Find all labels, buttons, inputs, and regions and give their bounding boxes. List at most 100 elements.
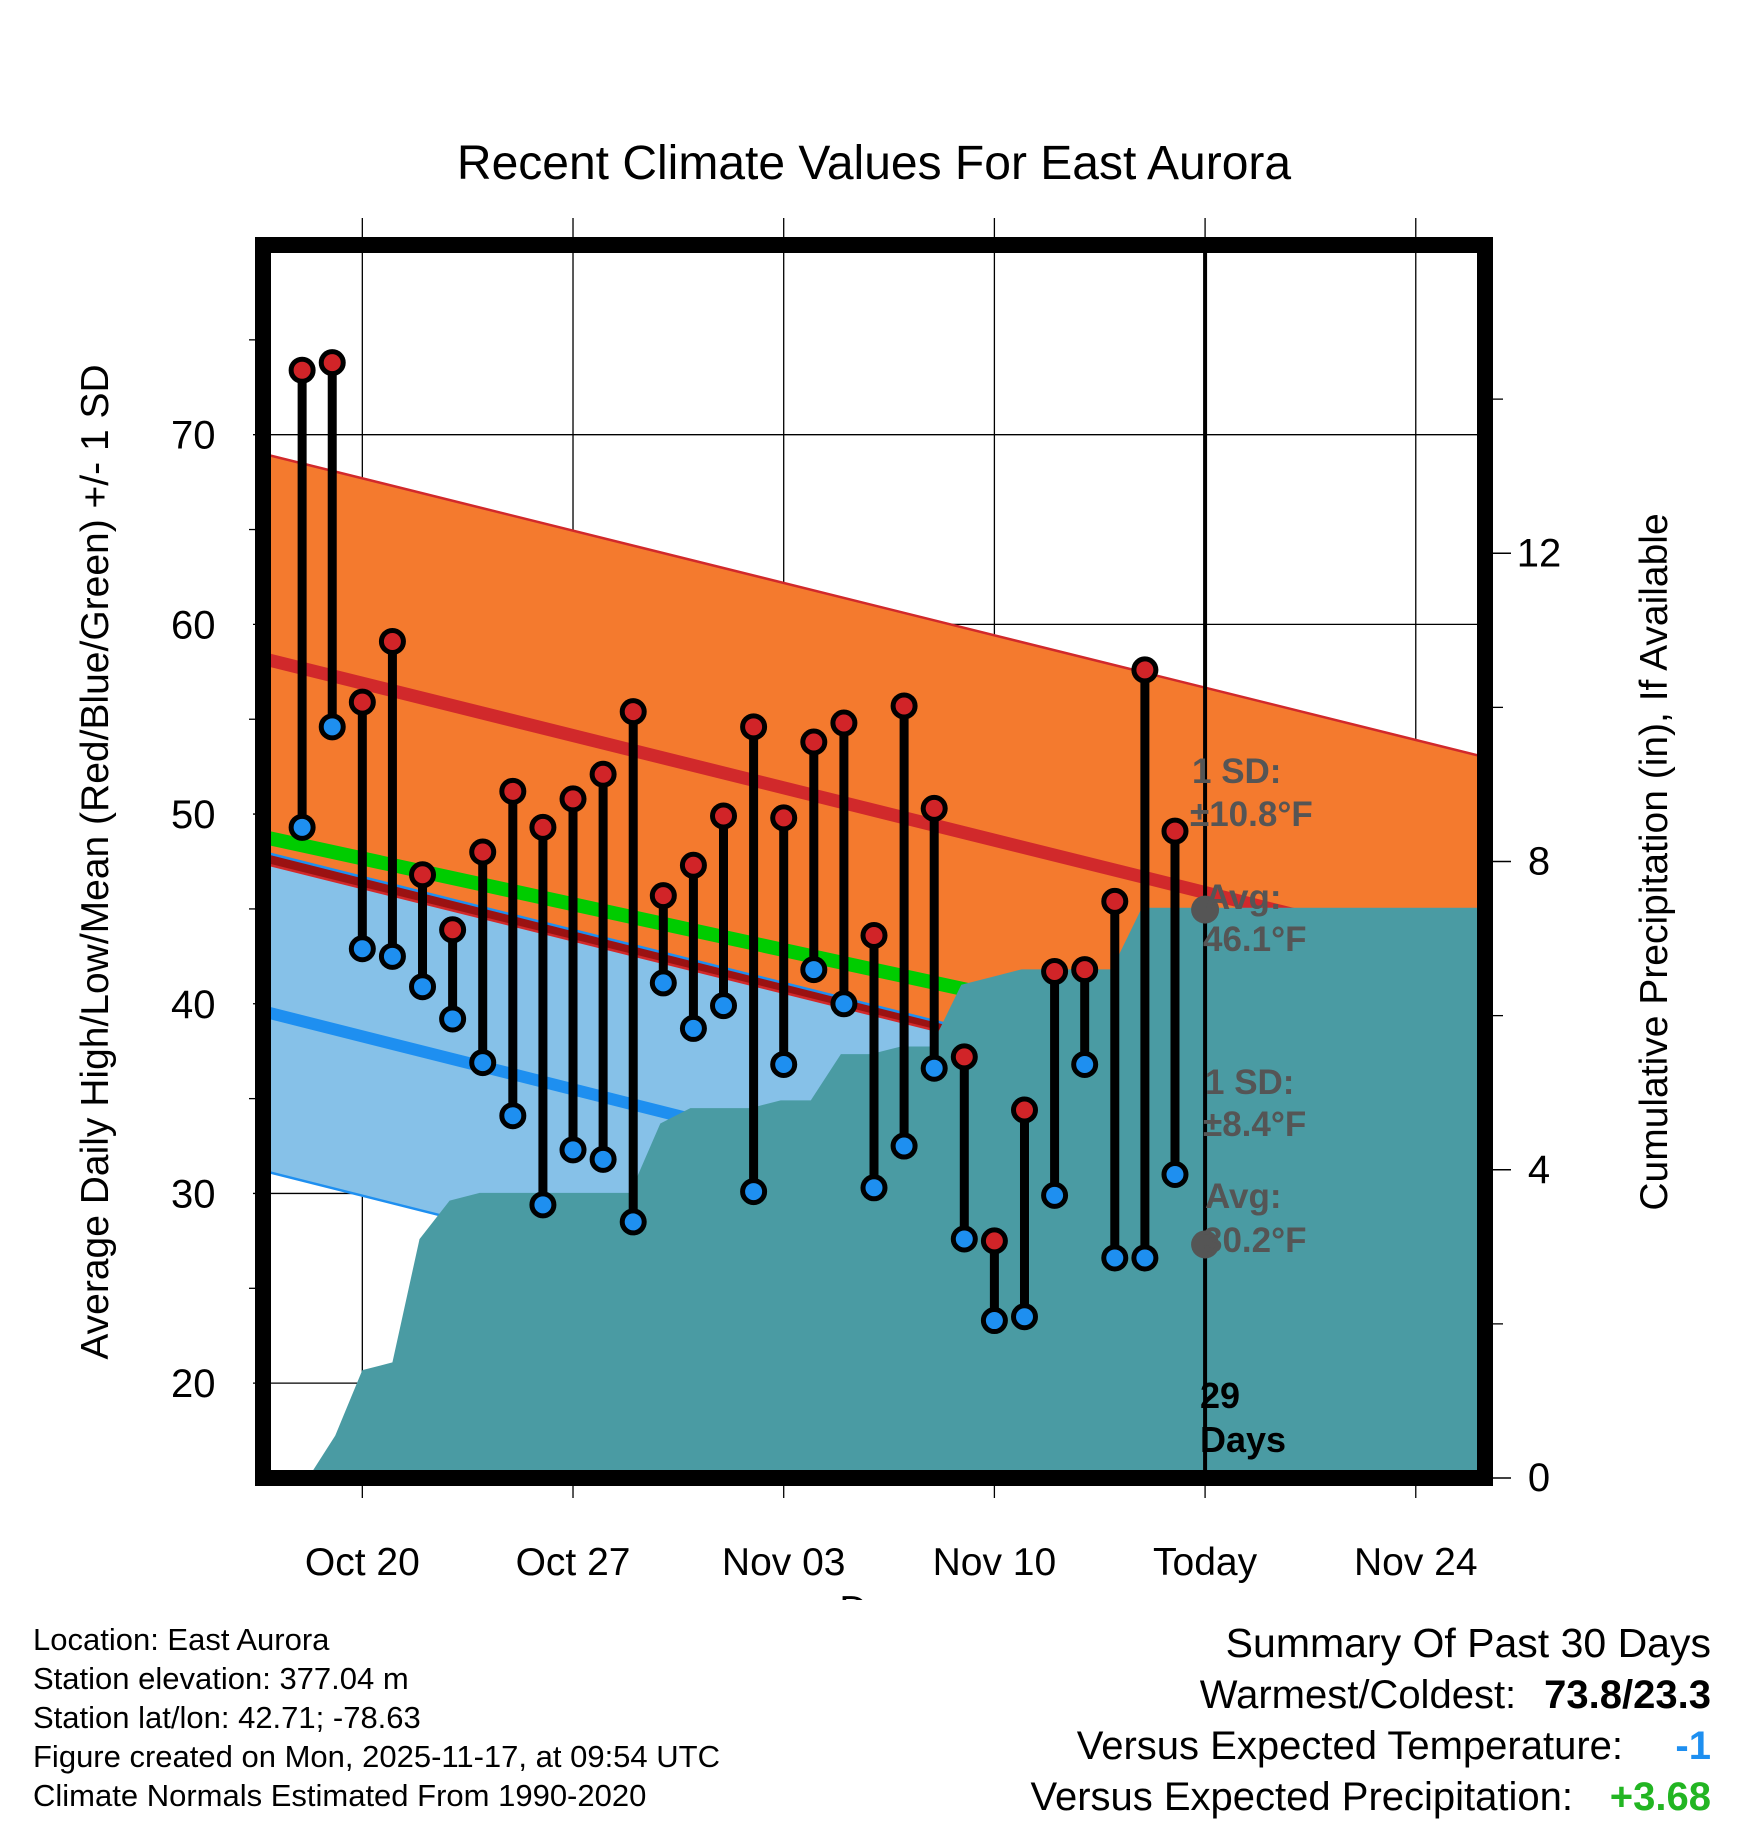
left-tick-label: 50 <box>171 793 216 837</box>
daily-low-point <box>469 1049 497 1077</box>
climate-chart: Recent Climate Values For East Aurora 1 … <box>74 137 1676 1600</box>
warmest-label: Warmest/Coldest: <box>1199 1673 1517 1717</box>
daily-high-point <box>830 709 858 737</box>
high-avg-label: Avg: <box>1205 878 1281 917</box>
plot-frame <box>255 237 1493 1486</box>
daily-low-point <box>589 1145 617 1173</box>
daily-low-point <box>529 1191 557 1219</box>
precip-value: +3.68 <box>1609 1775 1711 1819</box>
daily-low-point <box>679 1014 707 1042</box>
low-avg-value: 30.2°F <box>1203 1221 1307 1260</box>
summary-precip-row: Versus Expected Precipitation: +3.68 <box>1030 1772 1711 1823</box>
precip-label: Versus Expected Precipitation: <box>1030 1775 1573 1819</box>
x-tick-label: Oct 27 <box>516 1541 631 1584</box>
daily-low-point <box>409 973 437 1001</box>
daily-high-point <box>288 356 316 384</box>
daily-high-point <box>890 692 918 720</box>
daily-high-point <box>980 1227 1008 1255</box>
x-tick-label: Nov 03 <box>722 1541 846 1584</box>
right-tick-label: 8 <box>1528 840 1550 884</box>
daily-low-point <box>740 1178 768 1206</box>
precip-area <box>308 907 1485 1478</box>
latlon-text: Station lat/lon: 42.71; -78.63 <box>33 1700 421 1735</box>
summary-temp-row: Versus Expected Temperature: -1 <box>1030 1721 1711 1772</box>
daily-high-point <box>409 861 437 889</box>
daily-high-point <box>649 882 677 910</box>
elevation-text: Station elevation: 377.04 m <box>33 1661 409 1696</box>
daily-high-point <box>1131 656 1159 684</box>
daily-high-point <box>378 627 406 655</box>
created-text: Figure created on Mon, 2025-11-17, at 09… <box>33 1739 720 1774</box>
location-text: Location: East Aurora <box>33 1622 330 1657</box>
daily-high-point <box>348 688 376 716</box>
days-word: Days <box>1200 1419 1286 1460</box>
daily-high-point <box>589 760 617 788</box>
daily-high-point <box>710 802 738 830</box>
right-tick-label: 4 <box>1528 1148 1550 1192</box>
x-axis-label: Day <box>839 1589 909 1600</box>
daily-low-point <box>619 1208 647 1236</box>
high-avg-value: 46.1°F <box>1203 920 1307 959</box>
summary-panel: Summary Of Past 30 Days Warmest/Coldest:… <box>1030 1618 1711 1823</box>
left-tick-label: 60 <box>171 603 216 647</box>
daily-low-point <box>1071 1050 1099 1078</box>
daily-low-point <box>559 1136 587 1164</box>
left-tick-label: 20 <box>171 1362 216 1406</box>
daily-high-point <box>559 785 587 813</box>
warmest-value: 73.8/23.3 <box>1544 1673 1711 1717</box>
station-info: Location: East Aurora Station elevation:… <box>33 1620 720 1815</box>
x-tick-label: Nov 24 <box>1354 1541 1478 1584</box>
x-tick-label: Today <box>1153 1541 1258 1584</box>
left-tick-label: 70 <box>171 414 216 458</box>
chart-title: Recent Climate Values For East Aurora <box>457 137 1291 190</box>
daily-low-point <box>1010 1303 1038 1331</box>
daily-high-point <box>1071 956 1099 984</box>
daily-high-point <box>529 813 557 841</box>
daily-high-point <box>800 728 828 756</box>
daily-high-point <box>920 794 948 822</box>
daily-high-point <box>1101 887 1129 915</box>
daily-high-point <box>619 698 647 726</box>
daily-high-point <box>679 851 707 879</box>
daily-low-point <box>890 1132 918 1160</box>
daily-low-point <box>1161 1160 1189 1188</box>
daily-low-point <box>1131 1244 1159 1272</box>
left-tick-label: 30 <box>171 1172 216 1216</box>
daily-low-point <box>378 942 406 970</box>
daily-high-point <box>1010 1096 1038 1124</box>
daily-high-point <box>469 838 497 866</box>
daily-low-point <box>1101 1244 1129 1272</box>
y-axis-label-right: Cumulative Precipitation (in), If Availa… <box>1633 513 1676 1210</box>
low-sd-value: ±8.4°F <box>1203 1105 1306 1144</box>
daily-low-point <box>830 990 858 1018</box>
y-axis-label-left: Average Daily High/Low/Mean (Red/Blue/Gr… <box>74 364 117 1359</box>
daily-low-point <box>980 1307 1008 1335</box>
daily-low-point <box>860 1174 888 1202</box>
daily-high-point <box>318 349 346 377</box>
daily-high-point <box>439 916 467 944</box>
daily-high-point <box>950 1043 978 1071</box>
daily-low-point <box>439 1005 467 1033</box>
daily-low-point <box>499 1102 527 1130</box>
right-tick-label: 0 <box>1528 1456 1550 1500</box>
right-tick-label: 12 <box>1517 531 1562 575</box>
summary-warmest-row: Warmest/Coldest: 73.8/23.3 <box>1030 1670 1711 1721</box>
daily-high-point <box>499 777 527 805</box>
daily-low-point <box>770 1050 798 1078</box>
x-tick-label: Nov 10 <box>933 1541 1057 1584</box>
days-count: 29 <box>1200 1375 1240 1416</box>
normals-text: Climate Normals Estimated From 1990-2020 <box>33 1778 647 1813</box>
high-avg-marker <box>1191 895 1220 924</box>
daily-high-point <box>860 921 888 949</box>
daily-low-point <box>348 935 376 963</box>
daily-high-point <box>740 713 768 741</box>
temp-value: -1 <box>1675 1724 1711 1768</box>
high-sd-value: ±10.8°F <box>1190 795 1313 834</box>
daily-low-point <box>1041 1181 1069 1209</box>
low-avg-label: Avg: <box>1205 1177 1281 1216</box>
daily-high-point <box>1041 958 1069 986</box>
daily-high-point <box>1161 817 1189 845</box>
low-avg-marker <box>1191 1230 1220 1259</box>
daily-high-point <box>770 804 798 832</box>
